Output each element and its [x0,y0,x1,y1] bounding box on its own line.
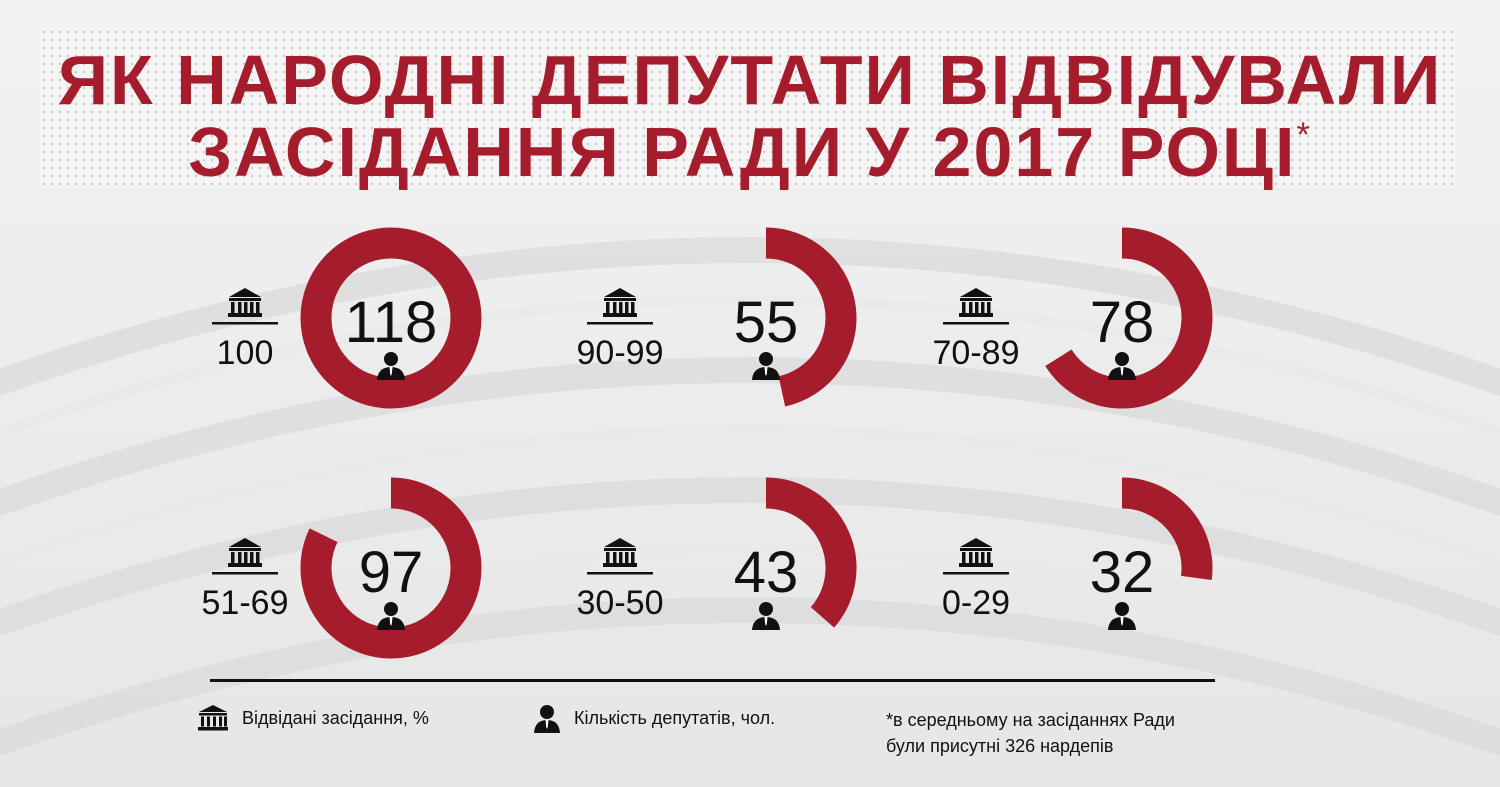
data-arc [1121,477,1213,580]
parliament-building-icon [228,538,262,567]
person-icon [377,352,405,380]
parliament-building-icon [198,705,228,731]
value-label: 43 [734,540,799,605]
value-label: 78 [1090,290,1155,355]
legend-deputies: Кількість депутатів, чол. [532,703,775,733]
group-70-89: 70-89 78 [933,227,1213,409]
category-label: 90-99 [577,334,664,372]
parliament-building-icon [959,538,993,567]
parliament-building-icon [603,538,637,567]
person-icon [377,602,405,630]
group-30-50: 30-50 43 [577,477,857,630]
category-label: 51-69 [202,584,289,622]
category-label: 0-29 [942,584,1010,622]
label-underline [943,322,1009,325]
title-background [40,28,1455,188]
group-90-99: 90-99 55 [577,227,857,407]
legend-attendance: Відвідані засідання, % [196,704,429,732]
label-underline [212,572,278,575]
legend-divider [210,679,1215,682]
data-arc [765,477,857,628]
group-100: 100 118 [212,227,482,409]
label-underline [587,572,653,575]
parliament-building-icon [959,288,993,317]
data-arc [300,227,482,409]
legend-attendance-label: Відвідані засідання, % [242,707,429,728]
person-icon [752,352,780,380]
value-label: 32 [1090,540,1155,605]
parliament-building-icon [228,288,262,317]
data-arc [765,227,857,407]
parliament-building-icon [603,288,637,317]
page-title-line-2-text: ЗАСІДАННЯ РАДИ У 2017 РОЦІ [188,113,1297,191]
person-icon [752,602,780,630]
group-0-29: 0-29 32 [942,477,1213,630]
page-title-line-2: ЗАСІДАННЯ РАДИ У 2017 РОЦІ* [0,112,1500,192]
title-footnote-marker: * [1296,116,1312,154]
label-underline [943,572,1009,575]
footnote-line-1: *в середньому на засіданнях Ради [886,710,1175,730]
person-icon [1108,352,1136,380]
category-label: 100 [217,334,274,372]
category-label: 70-89 [933,334,1020,372]
value-label: 55 [734,290,799,355]
page-title-line-1: ЯК НАРОДНІ ДЕПУТАТИ ВІДВІДУВАЛИ [57,41,1443,119]
category-label: 30-50 [577,584,664,622]
label-underline [587,322,653,325]
value-label: 97 [359,540,424,605]
data-arc [1045,227,1213,409]
label-underline [212,322,278,325]
legend-deputies-label: Кількість депутатів, чол. [574,707,776,728]
footnote-line-2: були присутні 326 нардепів [886,736,1114,756]
footnote: *в середньому на засіданнях Ради були пр… [886,707,1175,759]
data-arc [300,477,482,659]
person-icon [534,705,560,733]
group-51-69: 51-69 97 [202,477,482,659]
person-icon [1108,602,1136,630]
value-label: 118 [345,290,437,355]
